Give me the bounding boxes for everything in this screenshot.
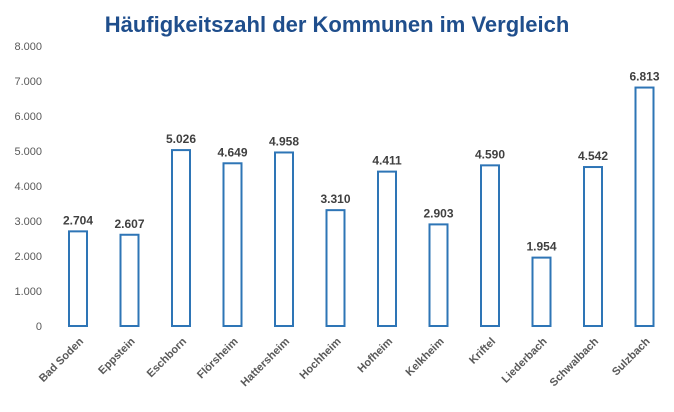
y-tick-label: 6.000 <box>14 111 42 123</box>
x-tick-label: Kelkheim <box>404 335 447 378</box>
bar-bad-soden <box>68 230 88 327</box>
data-label: 3.310 <box>320 192 350 206</box>
x-tick-label: Hattersheim <box>239 335 293 389</box>
data-label: 4.649 <box>217 145 247 159</box>
bar-liederbach <box>531 256 552 327</box>
data-label: 5.026 <box>166 132 196 146</box>
data-label: 1.954 <box>526 240 556 254</box>
x-tick-label: Sulzbach <box>610 335 653 378</box>
data-label: 2.903 <box>423 206 453 220</box>
y-tick-label: 2.000 <box>14 251 42 263</box>
data-label: 4.542 <box>578 149 608 163</box>
x-tick-label: Eppstein <box>96 335 138 377</box>
bar-fl-rsheim <box>222 162 243 327</box>
y-tick-label: 3.000 <box>14 216 42 228</box>
bar-eppstein <box>119 233 140 328</box>
data-label: 4.411 <box>372 154 402 168</box>
y-tick-label: 7.000 <box>14 76 42 88</box>
data-label: 2.607 <box>114 217 144 231</box>
x-tick-label: Eschborn <box>145 335 190 380</box>
bar-hofheim <box>377 170 397 327</box>
y-tick-label: 4.000 <box>14 181 42 193</box>
data-label: 4.958 <box>269 134 299 148</box>
x-tick-label: Hofheim <box>356 335 396 375</box>
x-tick-label: Schwalbach <box>548 335 602 389</box>
bar-schwalbach <box>583 166 603 327</box>
y-tick-label: 5.000 <box>14 146 42 158</box>
x-tick-label: Kriftel <box>467 336 498 367</box>
data-label: 6.813 <box>629 70 659 84</box>
bar-sulzbach <box>634 86 655 327</box>
data-label: 4.590 <box>475 147 505 161</box>
bar-hattersheim <box>274 151 294 327</box>
chart-title: Häufigkeitszahl der Kommunen im Vergleic… <box>104 12 570 37</box>
bar-hochheim <box>325 209 346 327</box>
bar-kriftel <box>480 164 500 327</box>
x-tick-label: Bad Soden <box>37 335 86 384</box>
x-tick-label: Liederbach <box>500 335 550 385</box>
y-tick-label: 8.000 <box>14 41 42 53</box>
data-label: 2.704 <box>63 213 93 227</box>
y-tick-label: 1.000 <box>14 286 42 298</box>
x-tick-label: Flörsheim <box>195 335 241 381</box>
bar-kelkheim <box>428 223 449 328</box>
y-tick-label: 0 <box>36 321 42 333</box>
x-tick-label: Hochheim <box>298 335 344 381</box>
bar-eschborn <box>171 149 191 327</box>
